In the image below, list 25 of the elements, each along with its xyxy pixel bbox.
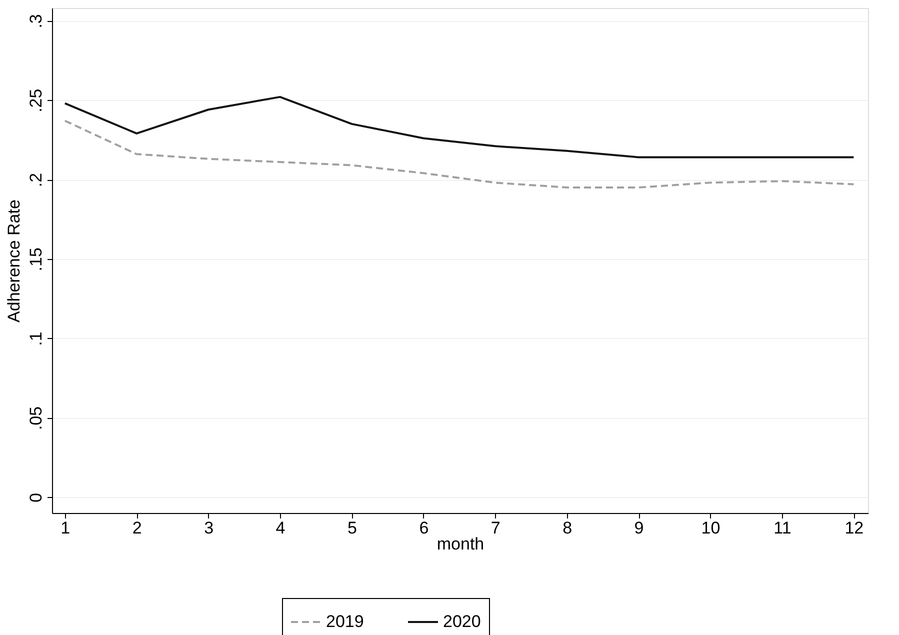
y-tick-label: 0 (26, 492, 46, 502)
y-tick-label: .15 (26, 248, 46, 272)
legend-label: 2019 (326, 612, 364, 631)
x-tick-label: 7 (490, 518, 500, 538)
y-tick-label: .05 (26, 406, 46, 430)
x-tick-label: 9 (634, 518, 644, 538)
x-tick-label: 3 (204, 518, 214, 538)
y-tick-label: .2 (26, 172, 46, 188)
x-tick-label: 4 (276, 518, 286, 538)
x-tick-label: 6 (419, 518, 429, 538)
y-tick-label: .3 (26, 14, 46, 28)
x-axis-title: month (436, 534, 484, 554)
x-tick-label: 8 (562, 518, 572, 538)
x-tick-label: 1 (60, 518, 70, 538)
x-tick-label: 10 (701, 518, 720, 538)
x-tick-label: 2 (132, 518, 142, 538)
legend-label: 2020 (443, 612, 481, 631)
line-series (64, 96, 855, 158)
y-tick-label: .1 (26, 332, 46, 346)
x-tick-label: 12 (844, 518, 864, 538)
x-tick-label: 5 (347, 518, 357, 538)
line-series (64, 120, 855, 188)
x-tick-label: 11 (774, 518, 792, 538)
y-axis-title: Adherence Rate (4, 200, 24, 322)
y-tick-label: .25 (26, 88, 46, 112)
